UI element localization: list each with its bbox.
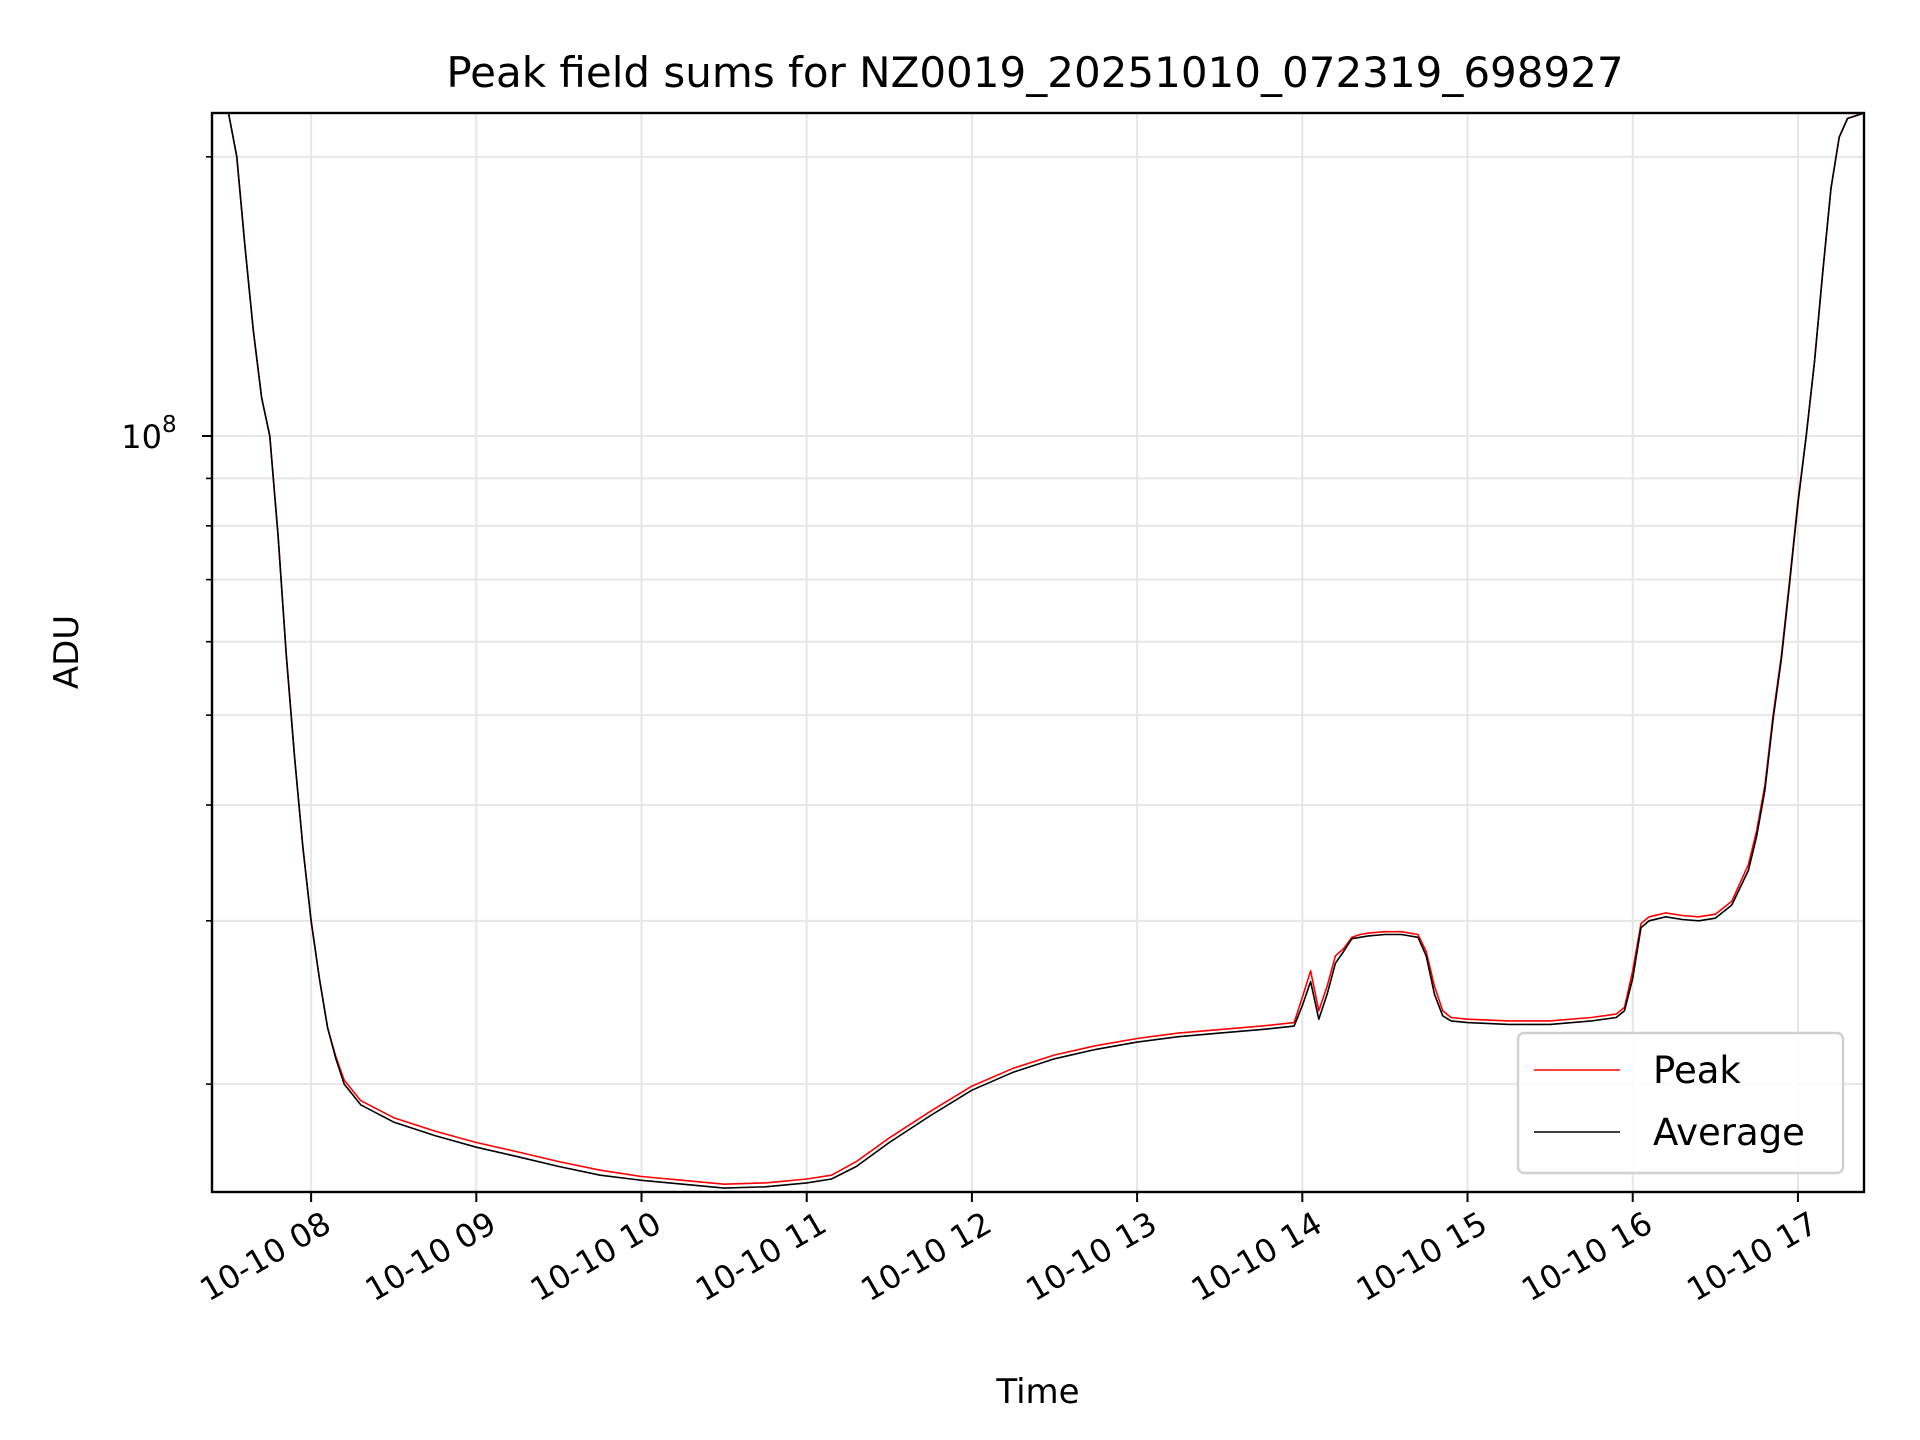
legend-box	[1516, 1031, 1845, 1175]
series-line-average	[212, 113, 1864, 1189]
y-tick-label-exponent: 8	[162, 412, 177, 438]
y-axis-ticks: 10 8	[121, 156, 212, 1085]
plot-frame	[210, 111, 1866, 1194]
x-axis-label: Time	[995, 1372, 1079, 1412]
y-tick-label-base: 10	[121, 418, 162, 456]
legend-label-peak: Peak	[1653, 1049, 1741, 1092]
legend-label-average: Average	[1653, 1111, 1805, 1154]
series-layer	[212, 113, 1864, 1189]
chart-title: Peak field sums for NZ0019_20251010_0723…	[446, 48, 1623, 97]
legend: Peak Average	[1516, 1031, 1845, 1175]
y-axis-label: ADU	[47, 615, 87, 689]
